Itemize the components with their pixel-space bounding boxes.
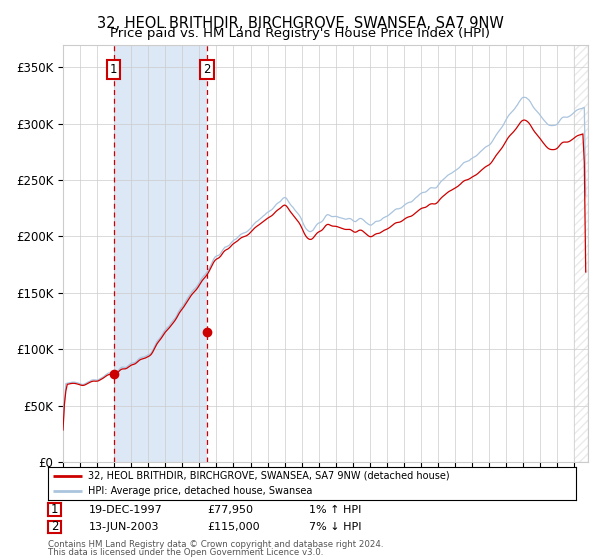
- Text: This data is licensed under the Open Government Licence v3.0.: This data is licensed under the Open Gov…: [48, 548, 323, 557]
- Text: HPI: Average price, detached house, Swansea: HPI: Average price, detached house, Swan…: [88, 487, 312, 496]
- Text: 2: 2: [203, 63, 211, 76]
- Bar: [574, 45, 588, 462]
- Text: 1: 1: [110, 63, 118, 76]
- Text: 19-DEC-1997: 19-DEC-1997: [89, 505, 163, 515]
- Text: 1: 1: [51, 503, 58, 516]
- Text: 7% ↓ HPI: 7% ↓ HPI: [309, 522, 361, 532]
- Text: Contains HM Land Registry data © Crown copyright and database right 2024.: Contains HM Land Registry data © Crown c…: [48, 540, 383, 549]
- Bar: [113, 45, 207, 462]
- Text: 13-JUN-2003: 13-JUN-2003: [89, 522, 160, 532]
- Text: 32, HEOL BRITHDIR, BIRCHGROVE, SWANSEA, SA7 9NW: 32, HEOL BRITHDIR, BIRCHGROVE, SWANSEA, …: [97, 16, 503, 31]
- Text: Price paid vs. HM Land Registry's House Price Index (HPI): Price paid vs. HM Land Registry's House …: [110, 27, 490, 40]
- Text: £115,000: £115,000: [207, 522, 260, 532]
- Text: 1% ↑ HPI: 1% ↑ HPI: [309, 505, 361, 515]
- Text: £77,950: £77,950: [207, 505, 253, 515]
- Text: 2: 2: [51, 520, 58, 534]
- Text: 32, HEOL BRITHDIR, BIRCHGROVE, SWANSEA, SA7 9NW (detached house): 32, HEOL BRITHDIR, BIRCHGROVE, SWANSEA, …: [88, 471, 449, 481]
